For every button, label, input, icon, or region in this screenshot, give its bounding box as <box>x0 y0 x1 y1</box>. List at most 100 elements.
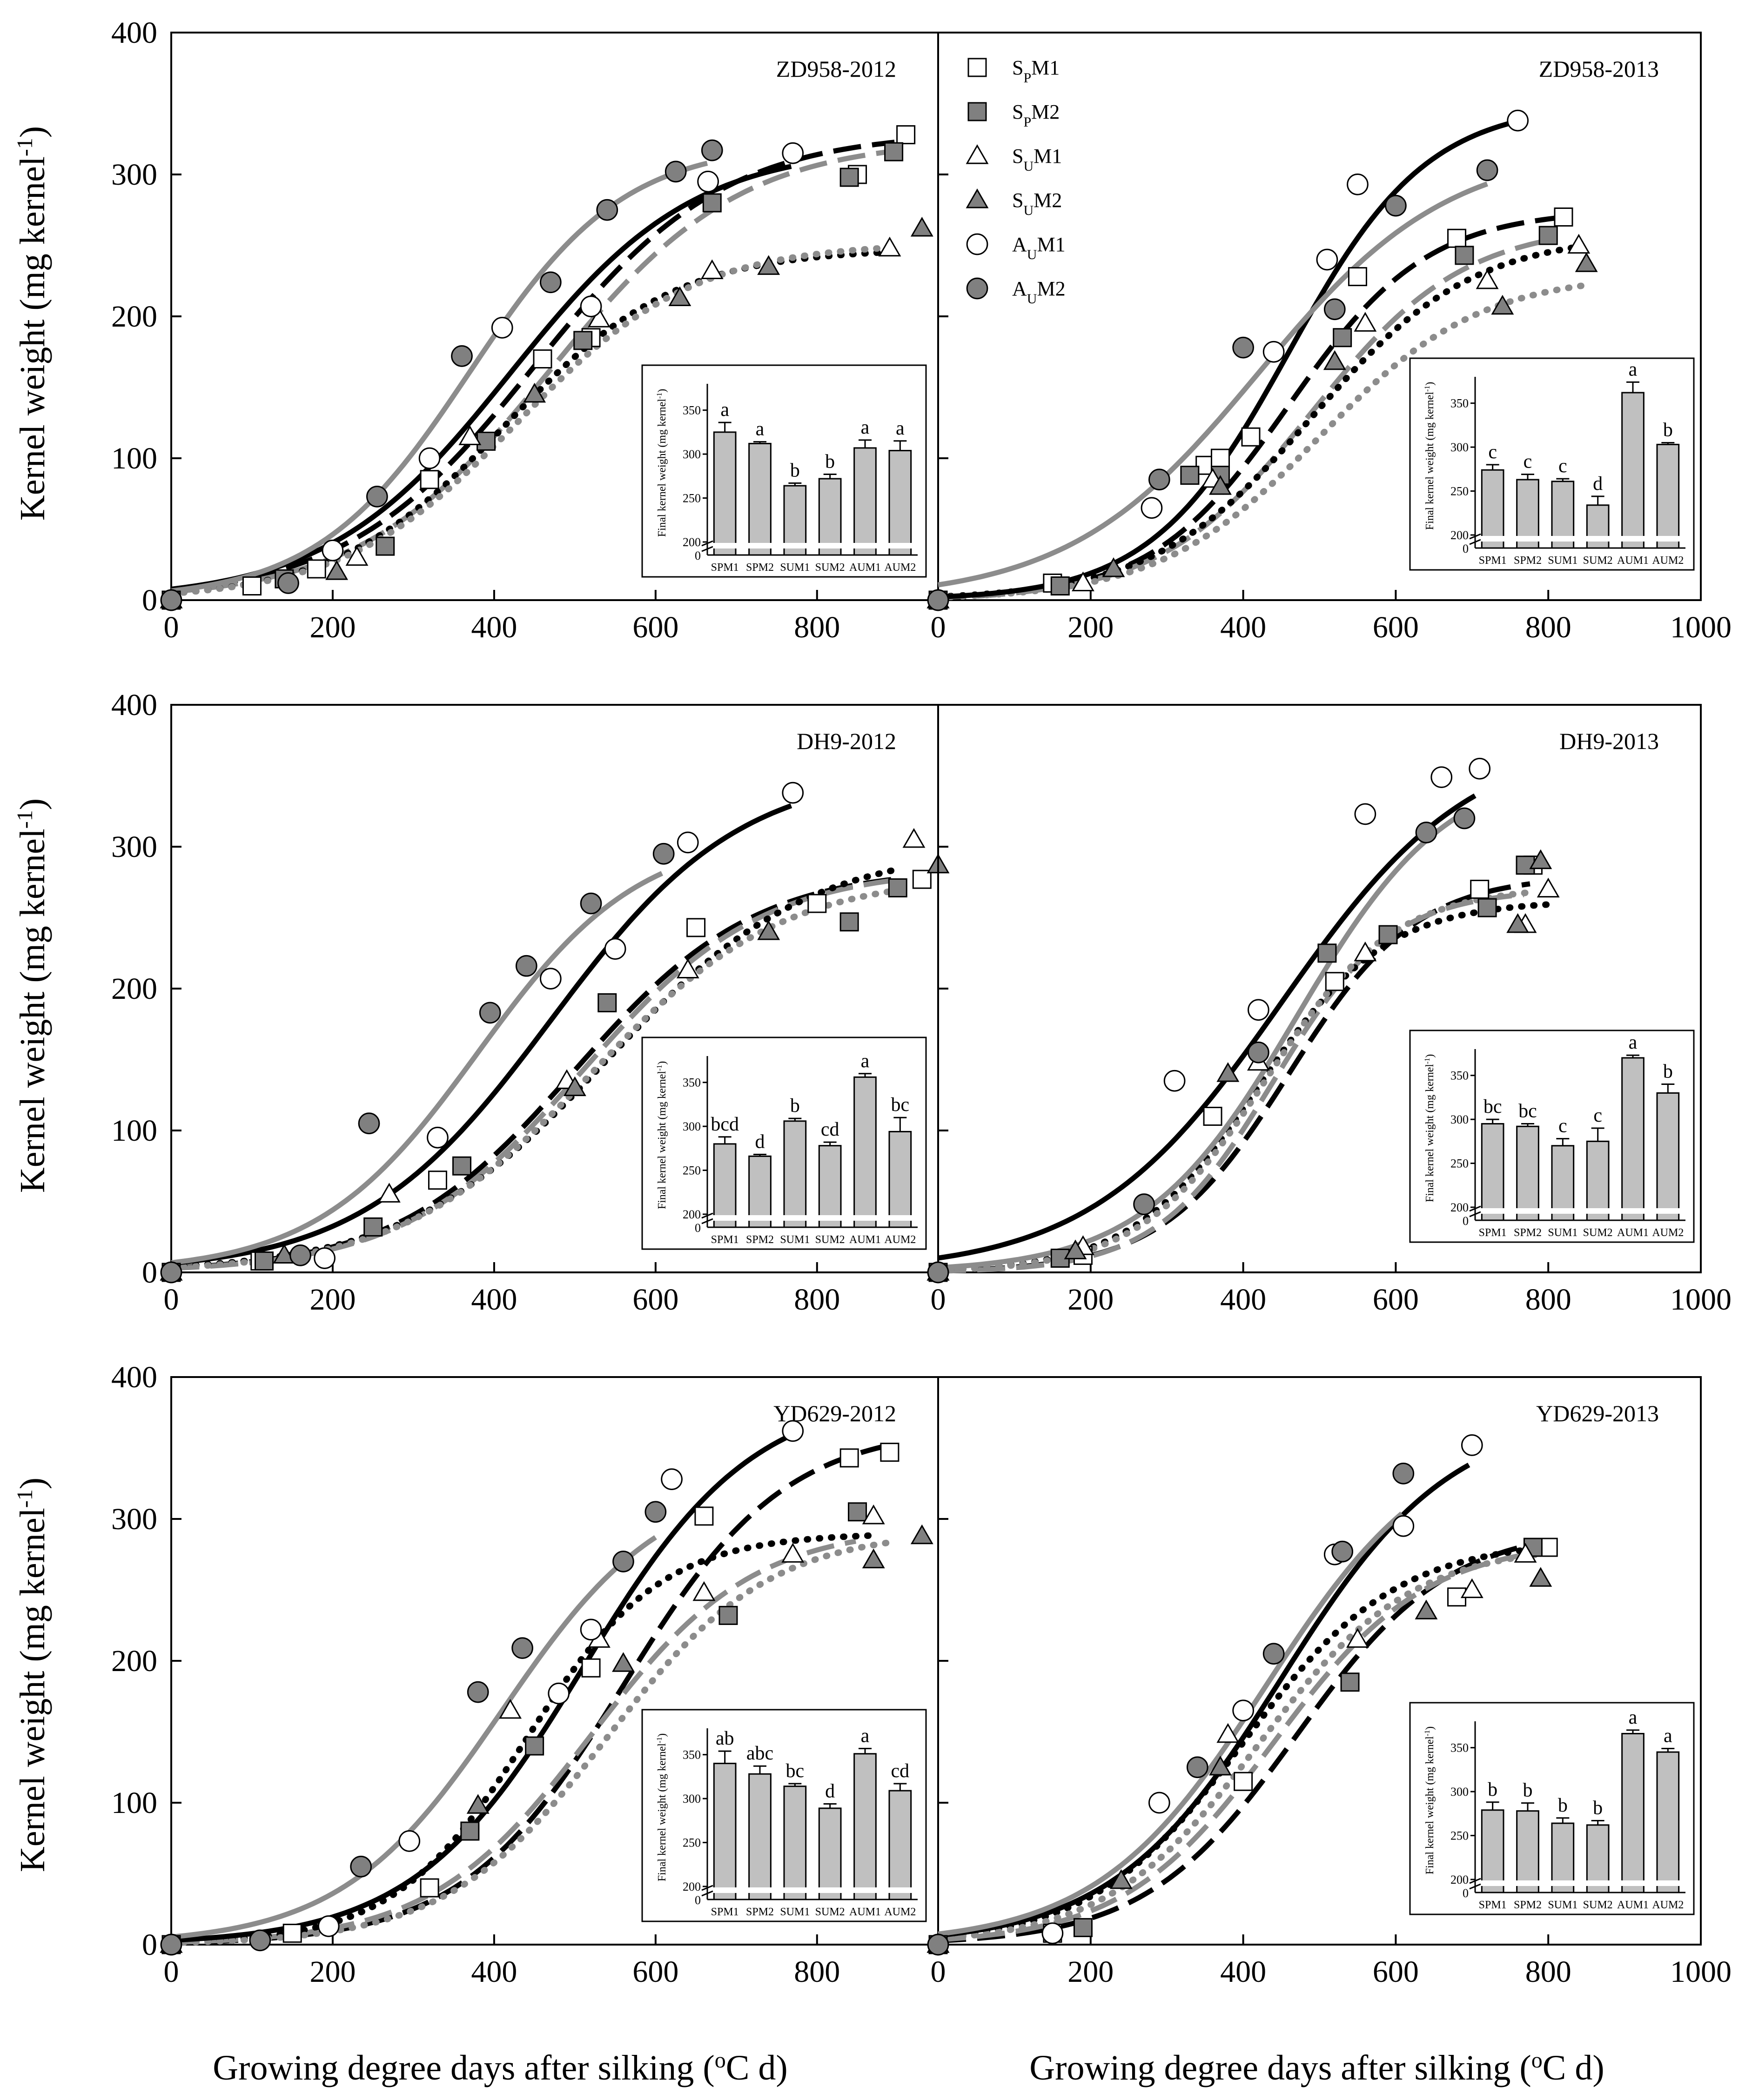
data-point <box>927 589 949 611</box>
inset-axis-break <box>701 540 713 547</box>
data-point <box>491 317 513 339</box>
inset-category-label: SUM1 <box>780 562 810 574</box>
data-point <box>1392 1463 1415 1485</box>
inset-bar-break <box>1586 1208 1610 1214</box>
data-point <box>1529 849 1552 869</box>
inset-bar-spm2 <box>1516 1125 1539 1221</box>
data-point <box>289 1244 311 1266</box>
inset-category-label: SPM1 <box>711 1234 739 1246</box>
inset-bar-aum2 <box>1656 1092 1680 1221</box>
inset-category-label: AUM2 <box>884 562 916 574</box>
legend-entry-aum1: AUM1 <box>966 233 1066 262</box>
inset-category-label: SPM2 <box>746 1906 774 1918</box>
x-tick-label: 600 <box>1373 610 1419 644</box>
data-point <box>1347 174 1369 195</box>
data-point <box>525 1736 544 1756</box>
inset-significance-letter: b <box>1558 1795 1568 1816</box>
inset-bar-break <box>1481 536 1505 542</box>
inset-significance-letter: b <box>1663 1061 1673 1083</box>
data-point <box>612 1652 635 1672</box>
panel-yd629-2012: 0 200 400 600 8000100200300400YD629-20120200… <box>111 1360 939 1989</box>
inset-bar-aum1 <box>853 447 877 556</box>
data-point <box>1262 1643 1285 1665</box>
data-point <box>428 1170 447 1190</box>
data-point <box>1064 1239 1087 1259</box>
data-point <box>160 1261 182 1284</box>
data-point <box>314 1247 336 1269</box>
data-point <box>884 142 904 161</box>
data-point <box>479 1002 501 1024</box>
data-point <box>242 576 262 595</box>
inset-significance-letter: b <box>1663 420 1673 441</box>
panel-yd629-2013: 0 200 400 600 800 1000YD629-20130200250300350… <box>926 1376 1732 1989</box>
data-point <box>249 1929 271 1952</box>
series-aum1 <box>927 757 1491 1284</box>
inset-category-label: SUM1 <box>1548 1227 1577 1239</box>
y-tick-label: 0 <box>142 1256 157 1290</box>
inset-significance-letter: a <box>756 419 765 440</box>
inset-bar-break <box>1586 1880 1610 1886</box>
data-point <box>1348 267 1367 287</box>
data-point <box>661 1468 683 1490</box>
inset-category-label: SPM1 <box>1479 1899 1507 1911</box>
y-tick-label: 0 <box>142 1928 157 1962</box>
data-point <box>1208 1755 1232 1776</box>
data-point <box>702 193 722 213</box>
data-point <box>782 782 804 804</box>
inset-bar-aum1 <box>853 1753 877 1900</box>
fit-curve-spm2 <box>938 1551 1530 1942</box>
inset-significance-letter: a <box>1629 359 1638 380</box>
data-point <box>862 1548 885 1569</box>
panel-dh9-2012: 0 200 400 600 8000100200300400DH9-2012020025… <box>111 688 950 1317</box>
series-aum2 <box>160 1501 667 1956</box>
inset-significance-letter: b <box>1488 1779 1497 1800</box>
data-point <box>1354 803 1376 825</box>
inset-bar-spm1 <box>713 1763 737 1900</box>
inset-category-label: SUM2 <box>1583 1899 1613 1911</box>
data-point <box>1323 298 1346 321</box>
inset-axis-break <box>1469 1883 1481 1890</box>
y-tick-label: 400 <box>111 16 157 50</box>
inset-y-tick-label: 200 <box>683 535 701 549</box>
data-point <box>1461 1434 1483 1456</box>
data-point <box>1050 576 1070 595</box>
legend: SPM1 SPM2 SUM1 SUM2 AUM1 AUM2 <box>966 56 1066 307</box>
data-point <box>420 1878 439 1898</box>
inset-bar-aum1 <box>1621 392 1645 549</box>
y-tick-label: 200 <box>111 300 157 334</box>
data-point <box>511 1637 533 1659</box>
data-point <box>888 878 907 897</box>
data-point <box>499 1699 522 1719</box>
data-point <box>580 1618 602 1641</box>
x-tick-label: 600 <box>1373 1955 1419 1989</box>
x-tick-label: 0 <box>931 1283 946 1317</box>
inset-axis-break <box>701 546 713 552</box>
data-point <box>317 1915 340 1937</box>
inset-significance-letter: c <box>1488 441 1497 463</box>
x-tick-label: 400 <box>471 610 517 644</box>
inset-category-label: AUM2 <box>1652 1899 1684 1911</box>
data-point <box>665 161 687 183</box>
inset-bar-break <box>1551 536 1575 542</box>
data-point <box>1385 194 1407 217</box>
data-point <box>652 843 675 865</box>
x-tick-label: 600 <box>1373 1283 1419 1317</box>
data-point <box>1331 1540 1354 1563</box>
inset-bar-aum2 <box>1656 443 1680 549</box>
inset-category-label: AUM2 <box>884 1234 916 1246</box>
fit-curve-sum1 <box>935 901 1552 1273</box>
data-point <box>757 920 780 940</box>
panel-zd958-2012: 0 200 400 600 8000100200300400ZD958-20120200… <box>111 16 939 644</box>
data-point <box>581 1658 601 1678</box>
inset-axis-break <box>1469 533 1481 540</box>
data-point <box>1354 941 1377 962</box>
inset-significance-letter: b <box>1523 1780 1533 1801</box>
inset-bar-break <box>818 1887 842 1893</box>
data-point <box>1538 226 1558 245</box>
series-sum1 <box>160 236 901 609</box>
data-point <box>1071 571 1094 592</box>
inset-bar-aum1 <box>1621 1732 1645 1893</box>
inset-category-label: SPM1 <box>1479 555 1507 567</box>
legend-entry-sum1: SUM1 <box>966 144 1062 174</box>
